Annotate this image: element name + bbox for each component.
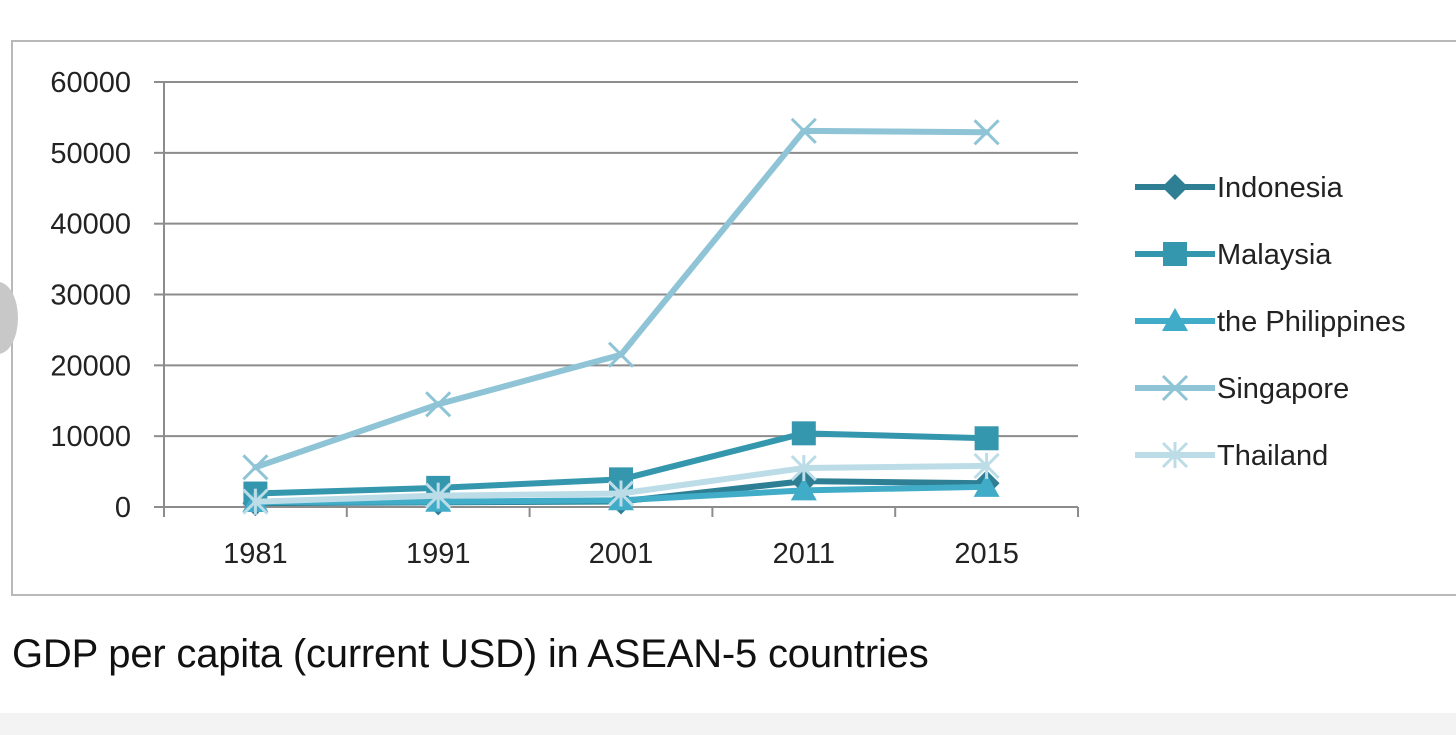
y-tick-label: 40000 [50, 209, 131, 241]
data-point-thailand [607, 480, 635, 507]
data-point-singapore [242, 454, 269, 481]
y-tick-label: 20000 [50, 350, 131, 382]
data-point-singapore [790, 117, 817, 144]
legend-marker-the-philippines [1162, 308, 1188, 331]
data-point-singapore [973, 119, 1000, 146]
line-chart: 0 10000 20000 30000 40000 50000 60000 1981 1991 2… [50, 67, 1406, 570]
y-tick-label: 50000 [50, 138, 131, 170]
y-tick-label: 30000 [50, 280, 131, 312]
x-tick-label: 1981 [223, 538, 288, 570]
data-point-thailand [425, 482, 452, 509]
data-point-the-philippines [790, 477, 817, 501]
y-tick-label: 60000 [50, 67, 131, 99]
data-point-thailand [242, 488, 269, 515]
chart-frame: 0 10000 20000 30000 40000 50000 60000 1981 1991 2… [11, 40, 1456, 596]
x-tick-label: 2015 [954, 538, 1019, 570]
x-stroke [425, 391, 452, 418]
legend-marker-malaysia [1163, 242, 1187, 266]
legend-label-singapore: Singapore [1217, 373, 1349, 405]
legend-label-the-philippines: the Philippines [1217, 306, 1406, 338]
legend-marker-indonesia [1162, 174, 1188, 200]
y-tick-label: 10000 [50, 421, 131, 453]
data-point-malaysia [791, 421, 816, 446]
legend-marker-thailand [1161, 441, 1189, 469]
x-stroke [973, 119, 1000, 146]
x-stroke [790, 117, 817, 144]
x-stroke [1161, 374, 1189, 402]
data-point-thailand [790, 454, 817, 482]
x-tick-label: 2011 [773, 538, 835, 570]
data-point-singapore [425, 391, 452, 418]
legend-marker-singapore [1161, 374, 1189, 402]
data-point-singapore [607, 341, 635, 368]
legend-label-indonesia: Indonesia [1217, 172, 1344, 204]
data-point-malaysia [974, 426, 999, 451]
x-stroke [242, 454, 269, 481]
bottom-band [0, 713, 1456, 735]
x-tick-label: 2001 [589, 538, 654, 570]
legend-label-malaysia: Malaysia [1217, 239, 1332, 271]
legend-label-thailand: Thailand [1217, 440, 1328, 472]
series-line-singapore [252, 127, 990, 471]
side-nav-handle[interactable] [0, 282, 18, 354]
data-point-thailand [973, 452, 1000, 479]
data-point-the-philippines [973, 473, 1000, 497]
x-tick-label: 1991 [406, 538, 471, 570]
x-stroke [607, 341, 635, 368]
chart-caption: GDP per capita (current USD) in ASEAN-5 … [12, 632, 929, 676]
y-tick-label: 0 [115, 492, 131, 524]
